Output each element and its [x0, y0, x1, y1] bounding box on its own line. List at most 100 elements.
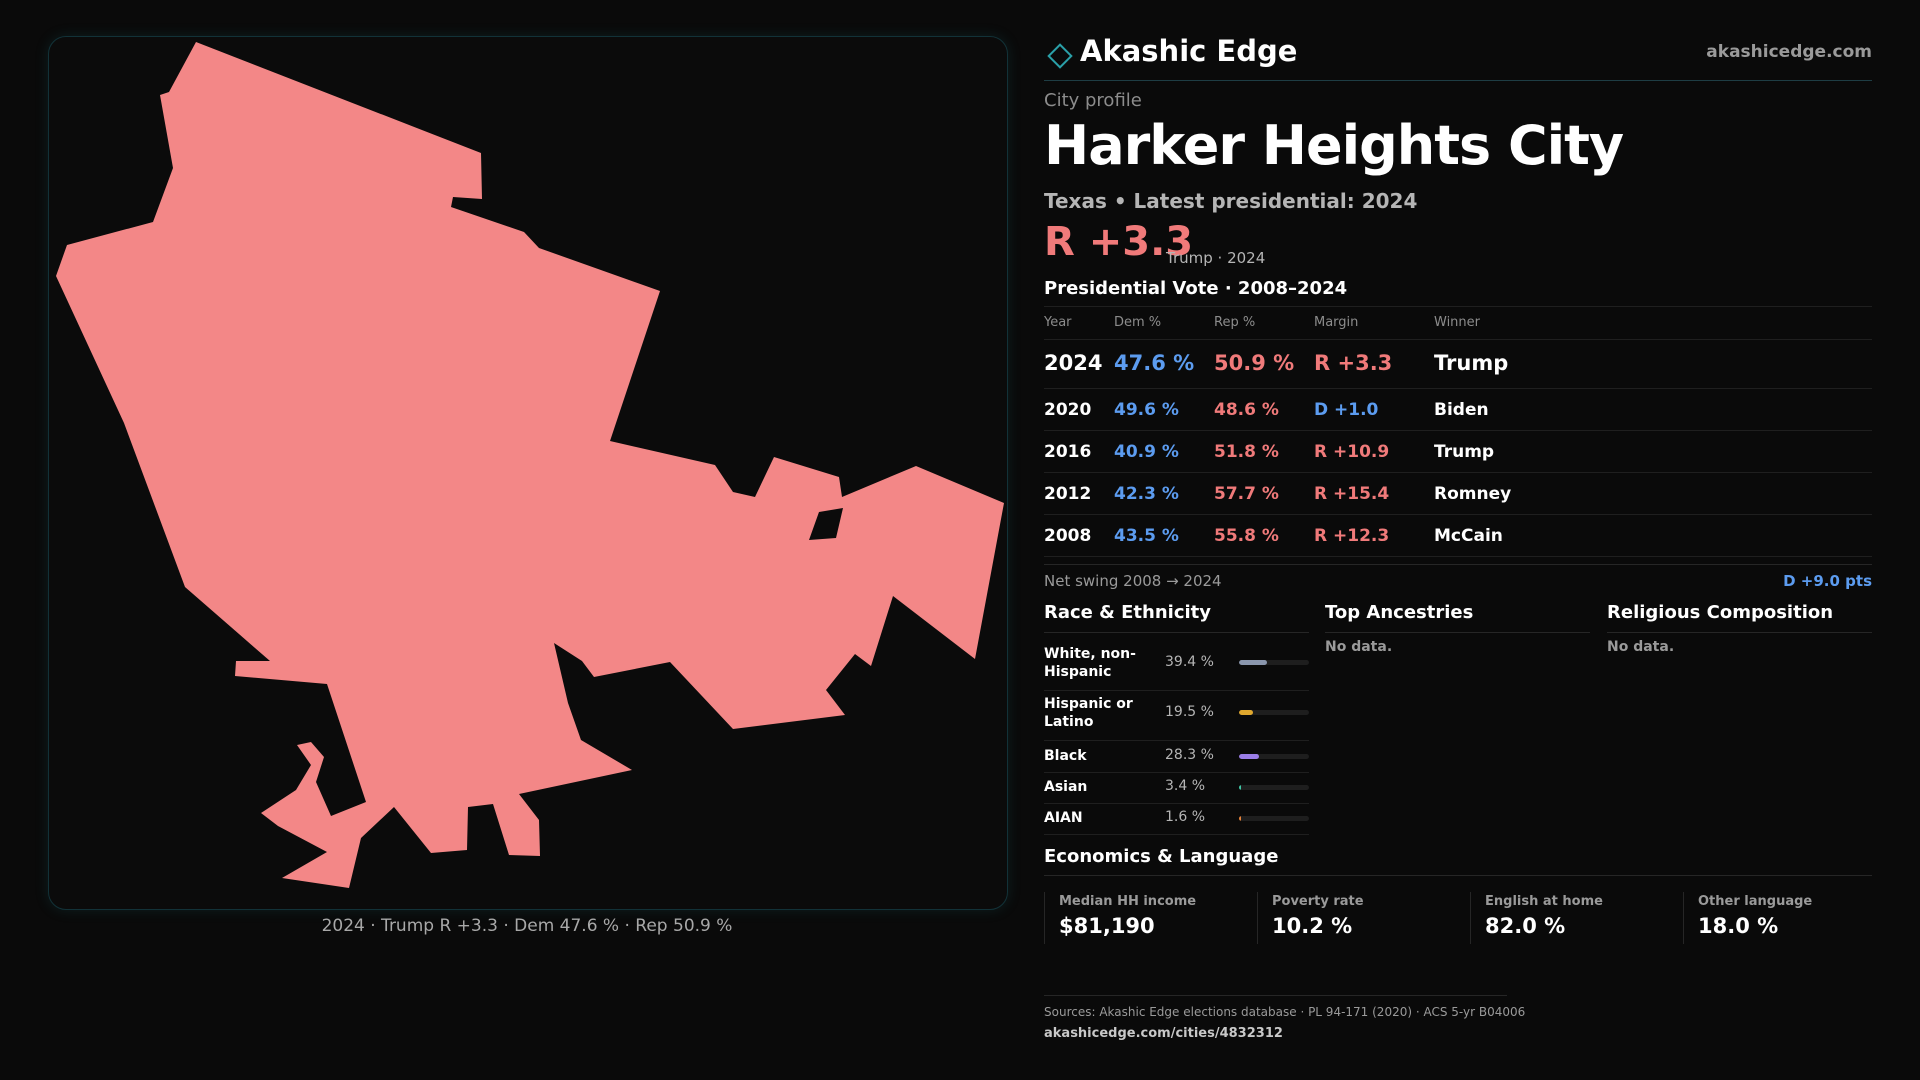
page-title: Harker Heights City: [1044, 114, 1624, 177]
table-row: 2024 47.6 % 50.9 % R +3.3 Trump: [1044, 339, 1872, 388]
cell-margin: R +10.9: [1314, 442, 1390, 462]
cell-dem: 47.6 %: [1114, 351, 1195, 375]
header: Akashic Edge akashicedge.com: [1044, 30, 1872, 81]
religion-section-title: Religious Composition: [1607, 602, 1834, 623]
religion-empty-text: No data.: [1607, 639, 1675, 655]
stat-value: 10.2 %: [1272, 914, 1353, 938]
cell-margin: R +12.3: [1314, 526, 1390, 546]
economics-section-title: Economics & Language: [1044, 846, 1279, 867]
net-swing-label: Net swing 2008 → 2024: [1044, 572, 1222, 590]
race-bar-fill: [1239, 710, 1253, 715]
stat-label: English at home: [1485, 894, 1603, 909]
race-value: 28.3 %: [1165, 747, 1214, 763]
cell-year: 2012: [1044, 484, 1092, 504]
cell-dem: 43.5 %: [1114, 526, 1179, 546]
race-row: Black 28.3 %: [1044, 741, 1309, 773]
stat-english-at-home: English at home 82.0 %: [1470, 892, 1666, 944]
stat-label: Poverty rate: [1272, 894, 1364, 909]
page-eyebrow: City profile: [1044, 90, 1142, 111]
col-header-margin: Margin: [1314, 315, 1359, 330]
race-value: 3.4 %: [1165, 778, 1206, 794]
race-section-title: Race & Ethnicity: [1044, 602, 1211, 623]
stat-label: Other language: [1698, 894, 1813, 909]
divider: [1044, 632, 1309, 633]
map-caption: 2024 · Trump R +3.3 · Dem 47.6 % · Rep 5…: [321, 916, 733, 936]
profile-panel: Akashic Edge akashicedge.com City profil…: [1044, 0, 1872, 1080]
col-header-year: Year: [1044, 315, 1072, 330]
cell-dem: 42.3 %: [1114, 484, 1179, 504]
table-row: 2008 43.5 % 55.8 % R +12.3 McCain: [1044, 514, 1872, 557]
race-row: White, non-Hispanic 39.4 %: [1044, 640, 1309, 691]
table-row: 2012 42.3 % 57.7 % R +15.4 Romney: [1044, 472, 1872, 514]
race-bar-fill: [1239, 660, 1267, 665]
net-swing-value: D +9.0 pts: [1783, 572, 1872, 590]
cell-margin: R +15.4: [1314, 484, 1390, 504]
race-label: Black: [1044, 748, 1087, 764]
page-subtitle: Texas • Latest presidential: 2024: [1044, 189, 1418, 213]
cell-margin: D +1.0: [1314, 400, 1379, 420]
race-bar-fill: [1239, 816, 1241, 821]
stat-other-language: Other language 18.0 %: [1683, 892, 1879, 944]
race-value: 19.5 %: [1165, 704, 1214, 720]
race-bar-fill: [1239, 754, 1259, 759]
cell-winner: Biden: [1434, 400, 1489, 420]
cell-dem: 40.9 %: [1114, 442, 1179, 462]
race-bar: [1239, 816, 1309, 821]
cell-rep: 51.8 %: [1214, 442, 1279, 462]
cell-year: 2020: [1044, 400, 1092, 420]
vote-table: Year Dem % Rep % Margin Winner 2024 47.6…: [1044, 306, 1872, 557]
cell-year: 2024: [1044, 351, 1103, 375]
headline-margin-note: Trump · 2024: [1166, 249, 1266, 267]
city-boundary-map: [56, 42, 1004, 888]
vote-table-header: Year Dem % Rep % Margin Winner: [1044, 306, 1872, 339]
cell-rep: 48.6 %: [1214, 400, 1279, 420]
race-value: 39.4 %: [1165, 654, 1214, 670]
cell-rep: 57.7 %: [1214, 484, 1279, 504]
stat-value: 82.0 %: [1485, 914, 1566, 938]
city-url-link[interactable]: akashicedge.com/cities/4832312: [1044, 1026, 1283, 1041]
stat-value: 18.0 %: [1698, 914, 1779, 938]
race-row: Asian 3.4 %: [1044, 772, 1309, 804]
race-bar: [1239, 710, 1309, 715]
cell-winner: Trump: [1434, 442, 1495, 462]
divider: [1044, 995, 1507, 996]
sources-note: Sources: Akashic Edge elections database…: [1044, 1005, 1526, 1019]
table-row: 2016 40.9 % 51.8 % R +10.9 Trump: [1044, 430, 1872, 472]
race-label: AIAN: [1044, 810, 1083, 826]
brand-name: Akashic Edge: [1080, 34, 1298, 68]
race-bar: [1239, 785, 1309, 790]
race-label: Hispanic or Latino: [1044, 696, 1133, 730]
divider: [1325, 632, 1590, 633]
table-row: 2020 49.6 % 48.6 % D +1.0 Biden: [1044, 388, 1872, 430]
col-header-dem: Dem %: [1114, 315, 1162, 330]
stat-label: Median HH income: [1059, 894, 1197, 909]
cell-margin: R +3.3: [1314, 351, 1393, 375]
ancestries-empty-text: No data.: [1325, 639, 1393, 655]
cell-year: 2016: [1044, 442, 1092, 462]
race-bar: [1239, 754, 1309, 759]
race-bar-fill: [1239, 785, 1242, 790]
city-map-panel: [48, 36, 1008, 910]
site-link[interactable]: akashicedge.com: [1706, 42, 1872, 62]
cell-winner: McCain: [1434, 526, 1503, 546]
race-row: AIAN 1.6 %: [1044, 803, 1309, 835]
cell-year: 2008: [1044, 526, 1092, 546]
divider: [1044, 875, 1872, 876]
stat-poverty-rate: Poverty rate 10.2 %: [1257, 892, 1453, 944]
divider: [1044, 564, 1872, 565]
divider: [1607, 632, 1872, 633]
race-label: Asian: [1044, 779, 1088, 795]
headline-margin: R +3.3: [1044, 219, 1194, 265]
stat-value: $81,190: [1059, 914, 1155, 938]
cell-winner: Romney: [1434, 484, 1512, 504]
ancestries-section-title: Top Ancestries: [1325, 602, 1474, 623]
city-boundary-shape: [56, 42, 1004, 888]
vote-table-title: Presidential Vote · 2008–2024: [1044, 278, 1348, 299]
diamond-outline-icon: [1047, 43, 1073, 69]
cell-winner: Trump: [1434, 351, 1509, 375]
col-header-rep: Rep %: [1214, 315, 1256, 330]
cell-dem: 49.6 %: [1114, 400, 1179, 420]
race-row: Hispanic or Latino 19.5 %: [1044, 690, 1309, 741]
col-header-winner: Winner: [1434, 315, 1481, 330]
race-value: 1.6 %: [1165, 809, 1206, 825]
